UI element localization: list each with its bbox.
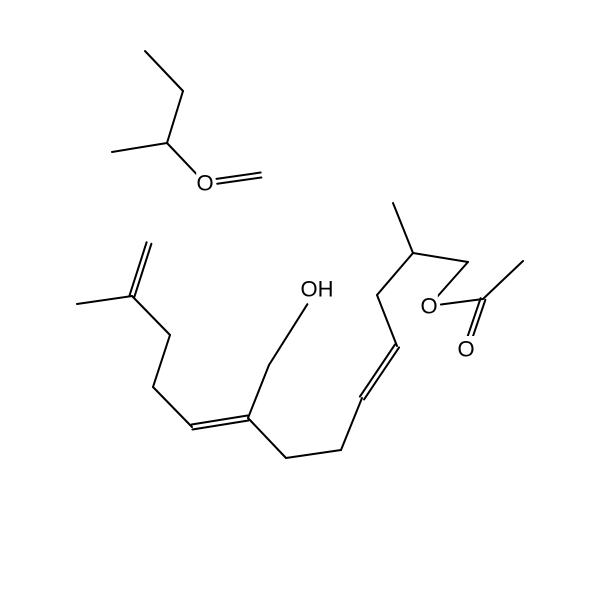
molecule-diagram: OOHOO	[0, 0, 600, 600]
bond-line	[167, 91, 183, 143]
bond-line	[377, 295, 397, 346]
bond-line	[145, 51, 183, 91]
bond-line	[77, 296, 132, 304]
bond-line	[132, 296, 170, 335]
bond-line	[192, 420, 248, 429]
bond-line	[192, 416, 248, 425]
bonds-group	[77, 51, 523, 458]
atom-label-O3: O	[196, 171, 213, 196]
bond-line	[377, 253, 413, 295]
atom-label-O24: O	[420, 294, 437, 319]
bond-line	[360, 345, 395, 397]
atom-label-O18: OH	[301, 277, 334, 302]
bond-line	[441, 299, 483, 304]
bond-line	[269, 304, 307, 365]
bond-line	[153, 335, 170, 387]
bond-line	[167, 143, 197, 174]
bond-line	[393, 203, 413, 253]
atoms-group: OOHOO	[196, 170, 475, 362]
bond-line	[248, 365, 269, 418]
bond-line	[364, 347, 399, 399]
bond-line	[341, 398, 362, 450]
bond-line	[483, 261, 523, 299]
atom-label-O26: O	[457, 337, 474, 362]
bond-line	[248, 418, 286, 458]
bond-line	[112, 143, 167, 152]
bond-line	[286, 450, 341, 458]
bond-line	[437, 262, 468, 297]
bond-line	[153, 387, 192, 427]
bond-line	[413, 253, 468, 262]
